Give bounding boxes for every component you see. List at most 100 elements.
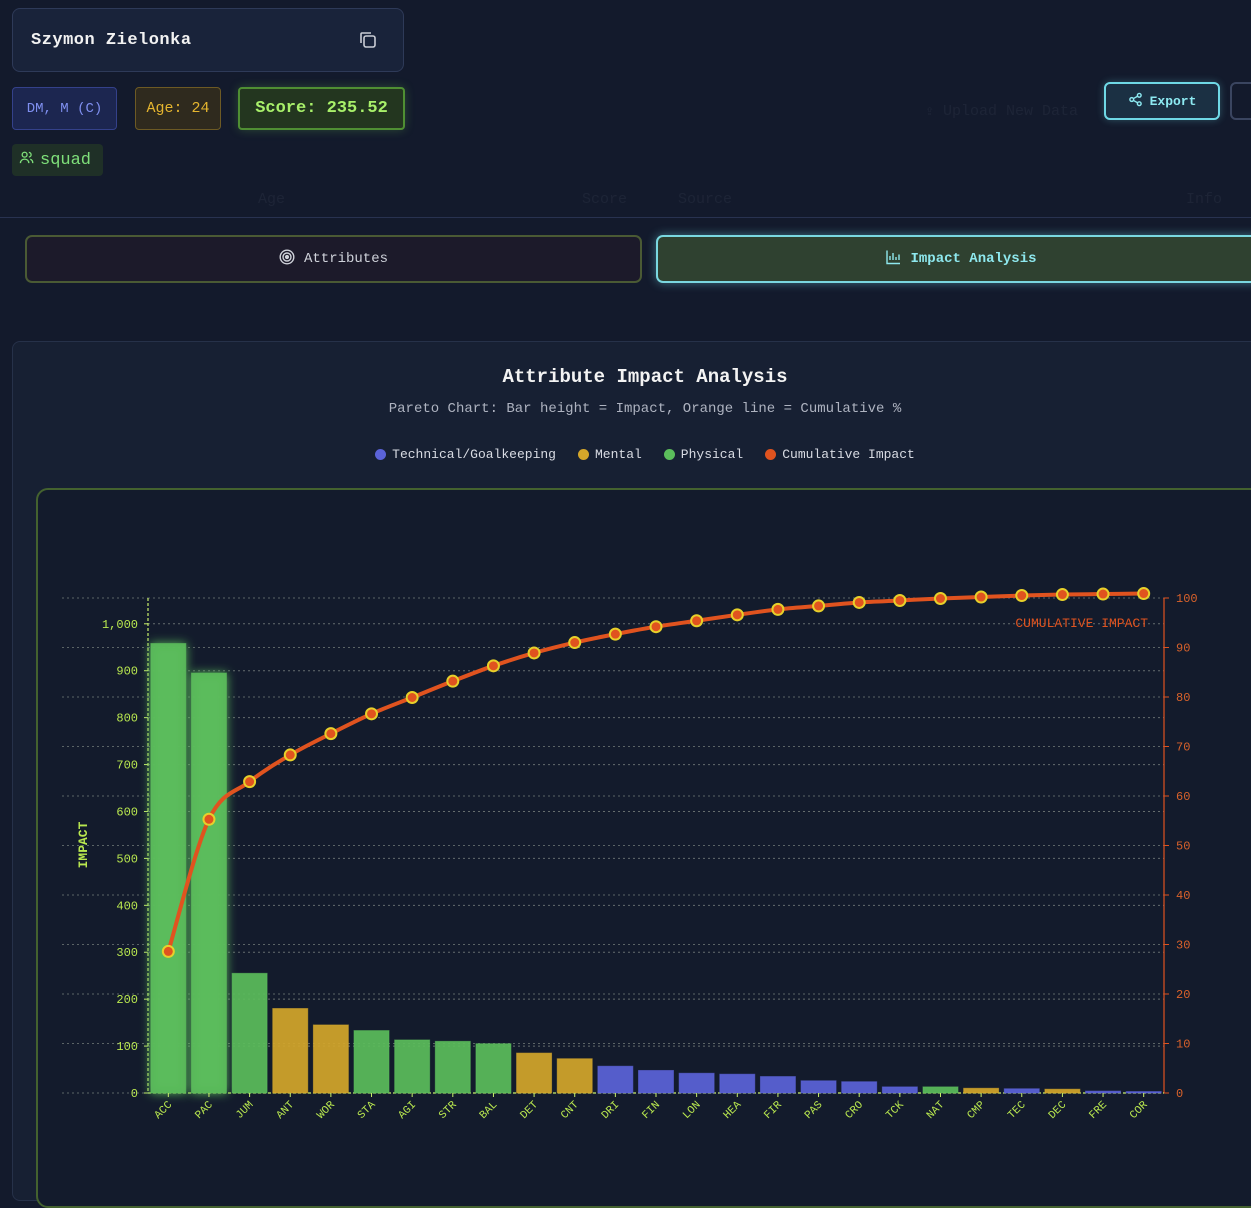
bar-tec [1003, 1088, 1040, 1094]
legend-item-mental: Mental [577, 447, 642, 462]
bar-ant [272, 1008, 309, 1094]
cumulative-point-bal [486, 659, 500, 673]
x-tick-label-dri: DRI [600, 1099, 622, 1121]
bar-chart-icon [885, 249, 901, 270]
tab-impact-label: Impact Analysis [910, 251, 1037, 267]
y-tick-label-300: 300 [116, 946, 138, 960]
x-tick-label-bal: BAL [478, 1099, 500, 1121]
x-tick-label-fre: FRE [1087, 1099, 1110, 1122]
legend-dot-cumulative [765, 449, 777, 460]
legend-item-cumulative: Cumulative Impact [765, 447, 915, 462]
y-tick-label-500: 500 [116, 852, 138, 866]
cumulative-point-dec [1055, 588, 1069, 602]
legend-dot-technical [375, 449, 387, 460]
x-tick-label-fin: FIN [640, 1099, 662, 1121]
y2-tick-label-80: 80 [1176, 691, 1190, 705]
y2-tick-label-10: 10 [1176, 1038, 1190, 1052]
cumulative-point-cro [852, 595, 866, 609]
share-icon [1128, 92, 1143, 111]
bar-acc [150, 643, 187, 1094]
cumulative-point-tec [1015, 589, 1029, 603]
cumulative-point-cnt [568, 636, 582, 650]
x-tick-label-sta: STA [356, 1099, 379, 1122]
age-badge: Age: 24 [135, 87, 221, 130]
users-icon [19, 150, 34, 171]
tab-attributes-label: Attributes [303, 251, 388, 267]
chart-legend: Technical/Goalkeeping Mental Physical Cu… [0, 447, 1251, 462]
x-tick-label-str: STR [437, 1099, 460, 1122]
cumulative-point-lon [690, 614, 704, 628]
y2-tick-label-40: 40 [1176, 889, 1190, 903]
pareto-chart: 0 100 200 300 400 500 600 700 800 900 1,000 0 10 20 30… [62, 587, 1198, 1122]
export-label: Export [1149, 93, 1197, 109]
x-tick-label-tec: TEC [1006, 1099, 1029, 1122]
cumulative-point-cmp [974, 590, 988, 604]
bar-cnt [556, 1058, 593, 1094]
y-tick-label-400: 400 [116, 899, 138, 913]
cumulative-point-tck [893, 593, 907, 607]
y-tick-label-900: 900 [116, 665, 138, 679]
cumulative-point-det [527, 646, 541, 660]
x-tick-label-nat: NAT [925, 1099, 948, 1122]
bar-sta [353, 1030, 390, 1094]
x-tick-label-ant: ANT [275, 1099, 298, 1122]
x-tick-label-acc: ACC [153, 1099, 176, 1122]
legend-dot-physical [663, 449, 675, 460]
x-tick-label-det: DET [518, 1099, 541, 1122]
y2-axis-title: CUMULATIVE IMPACT [1015, 616, 1148, 631]
y2-tick-label-50: 50 [1176, 840, 1190, 854]
copy-icon[interactable] [357, 29, 379, 51]
x-tick-label-fir: FIR [762, 1099, 785, 1122]
bar-wor [312, 1024, 349, 1094]
y-tick-label-200: 200 [116, 993, 138, 1007]
y-tick-label-600: 600 [116, 805, 138, 819]
legend-label-cumulative: Cumulative Impact [782, 447, 915, 462]
export-button[interactable]: Export [1104, 82, 1220, 120]
ghost-header-info: Info [1186, 191, 1223, 208]
x-tick-label-hea: HEA [722, 1099, 745, 1122]
y-tick-label-800: 800 [116, 712, 138, 726]
tab-impact-analysis[interactable]: Impact Analysis [656, 235, 1251, 283]
y-tick-label-100: 100 [116, 1040, 138, 1054]
x-tick-label-agi: AGI [396, 1099, 418, 1121]
bar-tck [881, 1086, 918, 1094]
bar-cro [841, 1081, 878, 1094]
cumulative-point-fre [1096, 587, 1110, 601]
bar-fir [759, 1076, 796, 1094]
cumulative-point-agi [405, 690, 419, 704]
position-badge: DM, M (C) [12, 87, 117, 130]
y-tick-label-1000: 1,000 [102, 618, 138, 632]
more-button[interactable] [1230, 82, 1251, 120]
x-tick-label-lon: LON [681, 1099, 703, 1121]
cumulative-point-wor [324, 727, 338, 741]
cumulative-point-pas [812, 599, 826, 613]
target-icon [279, 248, 295, 270]
x-tick-label-cro: CRO [844, 1099, 867, 1122]
bar-jum [231, 972, 268, 1094]
ghost-upload-text: ⇪ Upload New Data [925, 103, 1079, 120]
bar-dri [597, 1065, 634, 1094]
squad-label: squad [40, 150, 92, 170]
bar-dec [1044, 1088, 1081, 1094]
cumulative-point-str [446, 674, 460, 688]
bar-nat [922, 1086, 959, 1094]
cumulative-point-cor [1137, 587, 1151, 601]
cumulative-point-jum [243, 775, 257, 789]
legend-item-technical: Technical/Goalkeeping [375, 447, 556, 462]
y2-tick-label-60: 60 [1176, 790, 1190, 804]
cumulative-point-fin [649, 620, 663, 634]
squad-badge: squad [12, 144, 103, 176]
ghost-header-score: Score [582, 191, 628, 208]
tab-attributes[interactable]: Attributes [25, 235, 642, 283]
x-tick-label-cmp: CMP [965, 1099, 988, 1122]
player-name: Szymon Zielonka [31, 30, 192, 50]
legend-item-physical: Physical [663, 447, 743, 462]
y2-tick-label-0: 0 [1176, 1087, 1183, 1101]
legend-label-technical: Technical/Goalkeeping [392, 447, 556, 462]
x-tick-label-cnt: CNT [559, 1099, 582, 1122]
cumulative-point-pac [202, 812, 216, 826]
bar-agi [394, 1039, 431, 1094]
bar-pas [800, 1080, 837, 1094]
ghost-header-source: Source [678, 191, 733, 208]
ghost-header-age: Age [258, 191, 286, 208]
